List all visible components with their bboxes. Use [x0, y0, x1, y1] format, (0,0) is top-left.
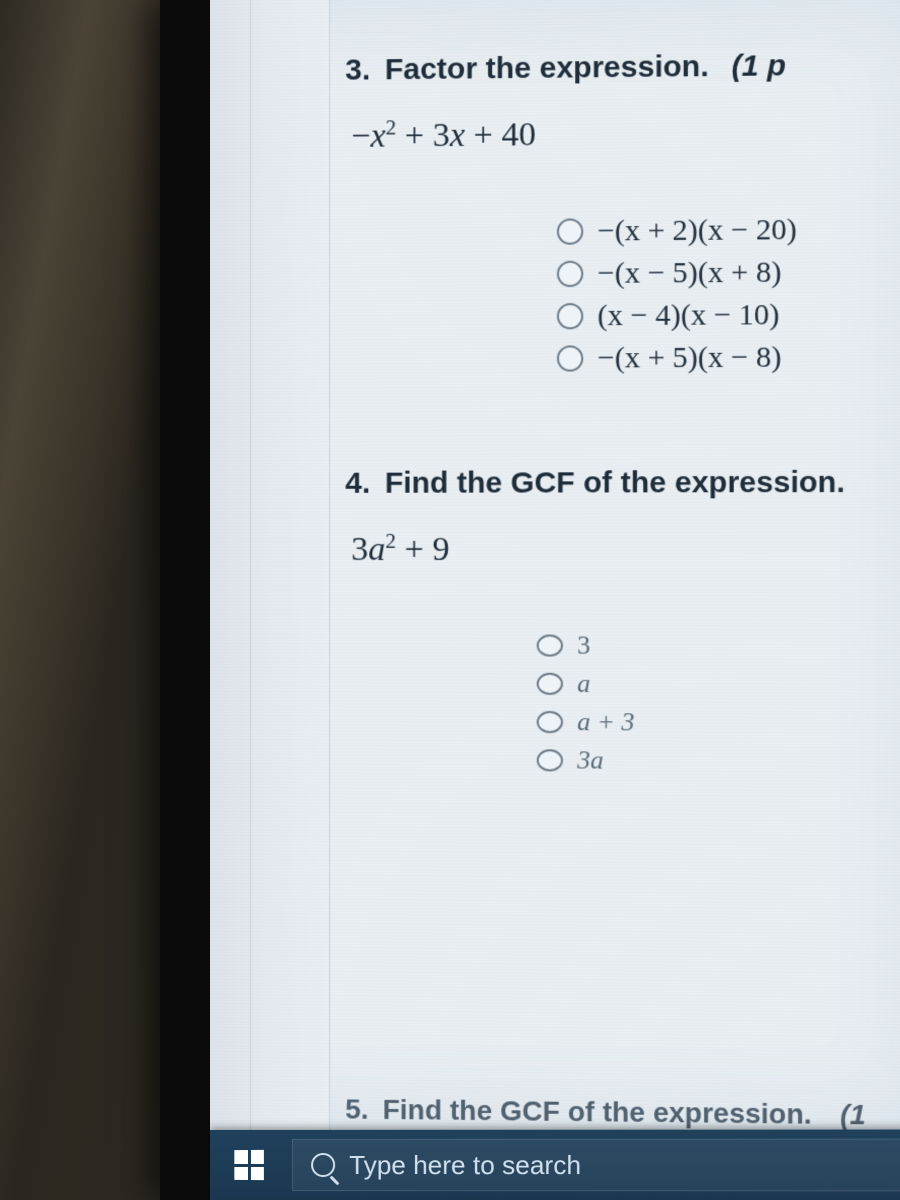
question-4-number: 4. — [345, 467, 370, 500]
q3-option-1-label: −(x + 2)(x − 20) — [597, 213, 796, 249]
question-3-title: 3. Factor the expression. (1 p — [345, 48, 900, 88]
question-3-number: 3. — [345, 53, 370, 86]
radio-icon[interactable] — [557, 303, 583, 329]
start-button[interactable] — [210, 1130, 288, 1200]
question-5-prompt: Find the GCF of the expression. — [383, 1094, 812, 1130]
windows-logo-icon — [234, 1150, 264, 1180]
question-3: 3. Factor the expression. (1 p −x2 + 3x … — [345, 48, 900, 377]
radio-icon[interactable] — [557, 219, 583, 245]
radio-icon[interactable] — [557, 346, 583, 372]
radio-icon[interactable] — [557, 261, 583, 287]
q4-option-2-label: a — [577, 668, 590, 698]
quiz-content: 3. Factor the expression. (1 p −x2 + 3x … — [345, 0, 900, 1138]
q4-option-2[interactable]: a — [537, 668, 900, 699]
q3-option-2-label: −(x − 5)(x + 8) — [597, 256, 781, 291]
q4-option-4-label: 3a — [577, 745, 603, 775]
question-5: 5. Find the GCF of the expression. (1 — [345, 1093, 900, 1132]
q3-option-2[interactable]: −(x − 5)(x + 8) — [557, 255, 900, 292]
q3-option-3[interactable]: (x − 4)(x − 10) — [557, 298, 900, 334]
screen-viewport: 3. Factor the expression. (1 p −x2 + 3x … — [210, 0, 900, 1138]
question-4-prompt: Find the GCF of the expression. — [385, 466, 845, 500]
question-4-title: 4. Find the GCF of the expression. — [345, 466, 900, 501]
q3-option-4-label: −(x + 5)(x − 8) — [597, 341, 781, 376]
radio-icon[interactable] — [537, 672, 563, 694]
question-5-title: 5. Find the GCF of the expression. (1 — [345, 1093, 900, 1132]
question-3-expression: −x2 + 3x + 40 — [351, 111, 900, 157]
taskbar-search[interactable]: Type here to search — [292, 1139, 900, 1192]
q3-option-3-label: (x − 4)(x − 10) — [597, 298, 779, 333]
question-4: 4. Find the GCF of the expression. 3a2 +… — [345, 466, 900, 777]
question-3-prompt: Factor the expression. — [385, 50, 709, 86]
page-left-edge — [210, 0, 330, 1131]
question-5-number: 5. — [345, 1093, 368, 1124]
radio-icon[interactable] — [537, 711, 563, 733]
windows-taskbar: Type here to search — [210, 1129, 900, 1200]
radio-icon[interactable] — [537, 634, 563, 656]
photo-background: 3. Factor the expression. (1 p −x2 + 3x … — [0, 0, 900, 1200]
q4-option-4[interactable]: 3a — [537, 745, 900, 777]
question-4-options: 3 a a + 3 3a — [537, 630, 900, 777]
question-5-points: (1 — [840, 1099, 866, 1131]
question-3-options: −(x + 2)(x − 20) −(x − 5)(x + 8) (x − 4)… — [557, 212, 900, 376]
q4-option-3[interactable]: a + 3 — [537, 707, 900, 739]
question-4-expression: 3a2 + 9 — [351, 529, 900, 570]
search-icon — [311, 1153, 335, 1177]
q4-option-3-label: a + 3 — [577, 707, 634, 737]
q3-option-1[interactable]: −(x + 2)(x − 20) — [557, 212, 900, 249]
question-3-points: (1 p — [732, 49, 786, 83]
taskbar-search-placeholder: Type here to search — [349, 1149, 581, 1180]
radio-icon[interactable] — [537, 749, 563, 771]
q3-option-4[interactable]: −(x + 5)(x − 8) — [557, 340, 900, 376]
q4-option-1[interactable]: 3 — [537, 630, 900, 661]
q4-option-1-label: 3 — [577, 630, 590, 660]
